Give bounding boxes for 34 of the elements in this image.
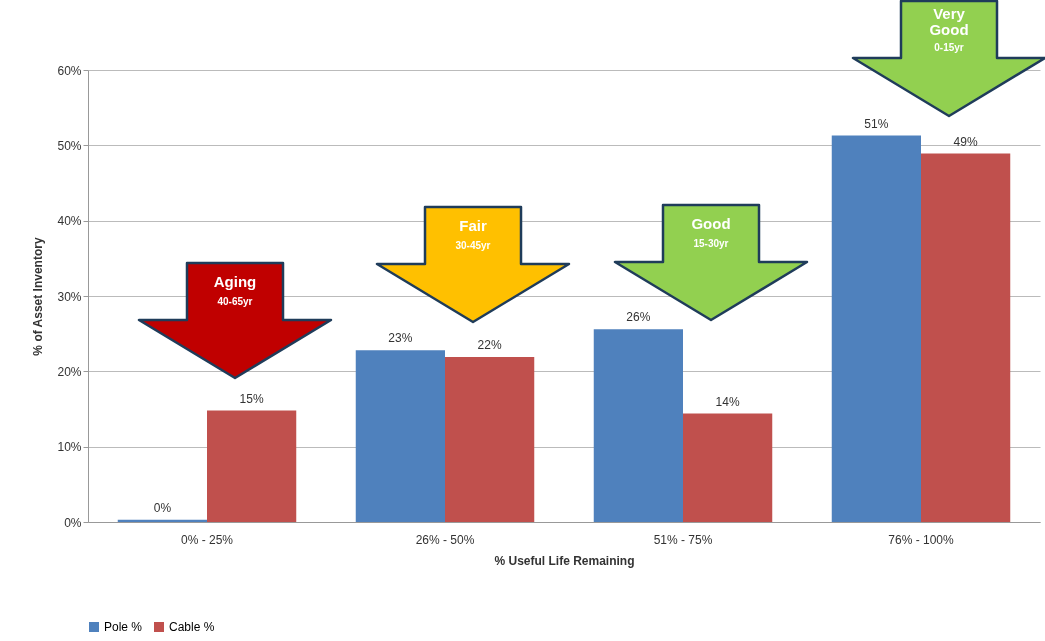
data-label: 49% <box>953 134 978 149</box>
y-tick-label: 60% <box>57 63 82 78</box>
y-tick-label: 10% <box>57 440 82 455</box>
y-tick-label: 40% <box>57 214 82 229</box>
text: Very Good 0-15yr <box>929 5 969 53</box>
y-axis-title: % of Asset Inventory <box>31 237 46 356</box>
y-tick-label: 0% <box>64 515 82 530</box>
data-label: 51% <box>864 116 889 131</box>
annotation: Good 15-30yr <box>691 215 731 249</box>
data-label: 22% <box>477 338 502 353</box>
data-label: 15% <box>239 391 264 406</box>
bar <box>355 350 445 522</box>
x-axis-title: % Useful Life Remaining <box>494 553 635 568</box>
bar <box>831 135 921 522</box>
bar <box>921 153 1011 522</box>
bar <box>683 413 773 522</box>
data-label: 26% <box>626 310 651 325</box>
bar <box>207 410 297 522</box>
annotation: Fair 30-45yr <box>455 217 491 251</box>
y-tick-label: 20% <box>57 364 82 379</box>
data-label: 0% <box>153 500 172 515</box>
x-tick-label: 26% - 50% <box>415 532 475 547</box>
data-label: 14% <box>715 394 740 409</box>
legend-label: Cable % <box>169 620 215 634</box>
annotation: Aging 40-65yr <box>213 273 257 307</box>
x-tick-label: 51% - 75% <box>653 532 713 547</box>
y-tick-label: 50% <box>57 138 82 153</box>
x-tick-label: 0% - 25% <box>180 532 234 547</box>
legend-label: Pole % <box>104 620 143 634</box>
bar <box>445 357 535 522</box>
y-tick-label: 30% <box>57 289 82 304</box>
x-tick-label: 76% - 100% <box>888 532 955 547</box>
data-label: 23% <box>388 331 413 346</box>
bar <box>593 329 683 522</box>
